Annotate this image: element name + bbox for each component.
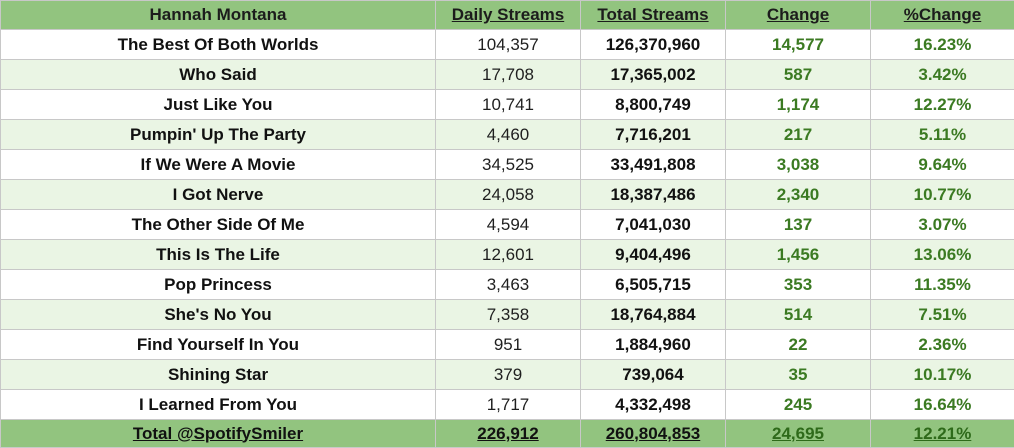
table-row: Who Said 17,708 17,365,002 587 3.42% (0, 59, 1014, 90)
header-song: Hannah Montana (0, 0, 436, 30)
percent-change: 13.06% (870, 239, 1014, 270)
total-change: 24,695 (725, 419, 871, 448)
song-name: This Is The Life (0, 239, 436, 270)
change-value: 137 (725, 209, 871, 240)
change-value: 2,340 (725, 179, 871, 210)
daily-streams: 1,717 (435, 389, 581, 420)
total-streams: 126,370,960 (580, 29, 726, 60)
total-streams: 7,041,030 (580, 209, 726, 240)
total-streams: 33,491,808 (580, 149, 726, 180)
table-row: Pop Princess 3,463 6,505,715 353 11.35% (0, 269, 1014, 300)
total-daily-streams: 226,912 (435, 419, 581, 448)
header-row: Hannah Montana Daily Streams Total Strea… (0, 0, 1014, 30)
song-name: Pumpin' Up The Party (0, 119, 436, 150)
percent-change: 11.35% (870, 269, 1014, 300)
daily-streams: 12,601 (435, 239, 581, 270)
daily-streams: 34,525 (435, 149, 581, 180)
total-total-streams: 260,804,853 (580, 419, 726, 448)
total-row: Total @SpotifySmiler 226,912 260,804,853… (0, 419, 1014, 448)
table-row: Just Like You 10,741 8,800,749 1,174 12.… (0, 89, 1014, 120)
song-name: The Other Side Of Me (0, 209, 436, 240)
song-name: Pop Princess (0, 269, 436, 300)
change-value: 22 (725, 329, 871, 360)
daily-streams: 4,460 (435, 119, 581, 150)
daily-streams: 379 (435, 359, 581, 390)
percent-change: 3.07% (870, 209, 1014, 240)
song-name: I Got Nerve (0, 179, 436, 210)
total-streams: 8,800,749 (580, 89, 726, 120)
daily-streams: 4,594 (435, 209, 581, 240)
change-value: 587 (725, 59, 871, 90)
header-percent-change: %Change (870, 0, 1014, 30)
total-streams: 17,365,002 (580, 59, 726, 90)
total-streams: 6,505,715 (580, 269, 726, 300)
percent-change: 16.23% (870, 29, 1014, 60)
table-body: The Best Of Both Worlds 104,357 126,370,… (0, 29, 1014, 420)
table-row: Pumpin' Up The Party 4,460 7,716,201 217… (0, 119, 1014, 150)
table-row: This Is The Life 12,601 9,404,496 1,456 … (0, 239, 1014, 270)
total-streams: 739,064 (580, 359, 726, 390)
change-value: 245 (725, 389, 871, 420)
song-name: Shining Star (0, 359, 436, 390)
total-streams: 4,332,498 (580, 389, 726, 420)
percent-change: 2.36% (870, 329, 1014, 360)
header-total-streams: Total Streams (580, 0, 726, 30)
song-name: Just Like You (0, 89, 436, 120)
header-change: Change (725, 0, 871, 30)
table-row: I Got Nerve 24,058 18,387,486 2,340 10.7… (0, 179, 1014, 210)
daily-streams: 24,058 (435, 179, 581, 210)
song-name: Find Yourself In You (0, 329, 436, 360)
change-value: 514 (725, 299, 871, 330)
change-value: 35 (725, 359, 871, 390)
song-name: Who Said (0, 59, 436, 90)
table-row: If We Were A Movie 34,525 33,491,808 3,0… (0, 149, 1014, 180)
percent-change: 5.11% (870, 119, 1014, 150)
daily-streams: 3,463 (435, 269, 581, 300)
daily-streams: 17,708 (435, 59, 581, 90)
table-row: Find Yourself In You 951 1,884,960 22 2.… (0, 329, 1014, 360)
percent-change: 7.51% (870, 299, 1014, 330)
table-row: The Best Of Both Worlds 104,357 126,370,… (0, 29, 1014, 60)
total-label: Total @SpotifySmiler (0, 419, 436, 448)
song-name: The Best Of Both Worlds (0, 29, 436, 60)
change-value: 1,456 (725, 239, 871, 270)
percent-change: 12.27% (870, 89, 1014, 120)
table-row: I Learned From You 1,717 4,332,498 245 1… (0, 389, 1014, 420)
daily-streams: 7,358 (435, 299, 581, 330)
change-value: 3,038 (725, 149, 871, 180)
percent-change: 10.17% (870, 359, 1014, 390)
change-value: 1,174 (725, 89, 871, 120)
daily-streams: 10,741 (435, 89, 581, 120)
table-row: The Other Side Of Me 4,594 7,041,030 137… (0, 209, 1014, 240)
total-streams: 9,404,496 (580, 239, 726, 270)
percent-change: 10.77% (870, 179, 1014, 210)
total-streams: 1,884,960 (580, 329, 726, 360)
change-value: 217 (725, 119, 871, 150)
daily-streams: 104,357 (435, 29, 581, 60)
total-percent-change: 12.21% (870, 419, 1014, 448)
percent-change: 3.42% (870, 59, 1014, 90)
percent-change: 16.64% (870, 389, 1014, 420)
header-daily-streams: Daily Streams (435, 0, 581, 30)
change-value: 14,577 (725, 29, 871, 60)
daily-streams: 951 (435, 329, 581, 360)
total-streams: 18,764,884 (580, 299, 726, 330)
total-streams: 18,387,486 (580, 179, 726, 210)
total-streams: 7,716,201 (580, 119, 726, 150)
table-row: She's No You 7,358 18,764,884 514 7.51% (0, 299, 1014, 330)
song-name: If We Were A Movie (0, 149, 436, 180)
table-row: Shining Star 379 739,064 35 10.17% (0, 359, 1014, 390)
song-name: She's No You (0, 299, 436, 330)
percent-change: 9.64% (870, 149, 1014, 180)
change-value: 353 (725, 269, 871, 300)
song-name: I Learned From You (0, 389, 436, 420)
